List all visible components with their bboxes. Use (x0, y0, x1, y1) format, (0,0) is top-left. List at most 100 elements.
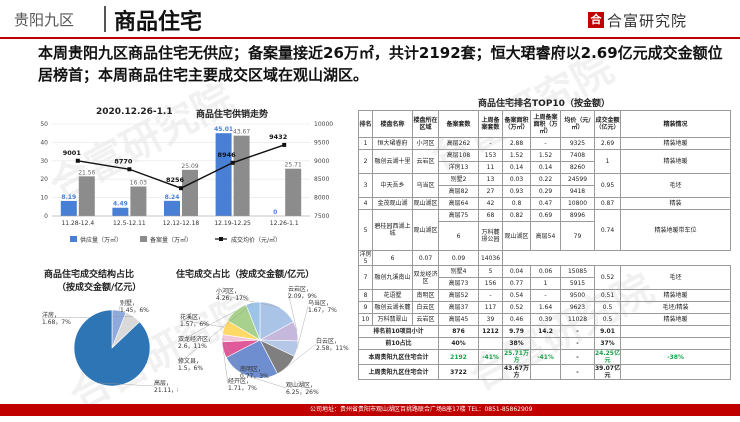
table-cell: 79 (561, 222, 595, 251)
pie-value-label: 4.26，17% (216, 295, 249, 302)
table-cell: 0.29 (531, 186, 561, 198)
table-cell: 毛坯 (621, 174, 731, 198)
table-cell: 0.14 (531, 162, 561, 174)
table-cell: 14.2 (531, 326, 561, 338)
y-tick-label: 50 (40, 121, 48, 128)
table-cell: 万科麓璟公园 (479, 222, 503, 251)
table-header-cell: 楼盘所在区域 (413, 111, 439, 138)
pie-label: 观山湖区， (286, 381, 316, 389)
table-cell (479, 338, 503, 350)
table-cell (621, 326, 731, 338)
table-cell: - (561, 326, 595, 338)
summary-label-cell: 排名前10项目小计 (359, 326, 439, 338)
supply-value-label: 0 (273, 209, 277, 216)
x-tick-label: 11.28-12.4 (61, 220, 94, 227)
table-cell: 高层64 (439, 198, 479, 210)
table-cell: 9623 (561, 302, 595, 314)
pie-value-label: 1.5，6% (178, 365, 203, 372)
table-cell: 7 (359, 266, 373, 290)
table-cell: 云岩区 (413, 150, 439, 174)
table-cell: 0.52 (595, 266, 621, 290)
record-value-label: 43.67 (233, 129, 250, 136)
table-cell: 43.67万方 (503, 365, 531, 380)
pie-value-label: 1.71，7% (228, 385, 257, 392)
pie-value-label: 2.6，11% (178, 343, 207, 350)
summary-label-cell: 上周贵阳九区住宅合计 (359, 365, 439, 380)
table-cell: 37% (595, 338, 621, 350)
table-cell: 云岩区 (413, 314, 439, 326)
y-tick-label: 20 (40, 176, 48, 183)
y2-tick-label: 9000 (314, 158, 329, 165)
supply-bar (112, 208, 128, 216)
table-header-cell: 楼盘名称 (373, 111, 413, 138)
pie-value-label: 6.25，26% (286, 389, 319, 396)
table-cell: 40% (439, 338, 479, 350)
table-title: 商品住宅排名TOP10（按金额） (358, 98, 730, 110)
table-row: 1 恒大珺睿府 小河区 高层262-2.88-9325 2.69 精装地暖 (359, 138, 731, 150)
table-cell: 0.54 (503, 290, 531, 302)
table-cell: - (561, 350, 595, 365)
table-cell: 融创云湖长麓 (373, 302, 413, 314)
table-cell: 0.5 (595, 302, 621, 314)
table-cell: - (531, 290, 561, 302)
table-cell: 0.22 (531, 174, 561, 186)
pie-label: 花溪区， (180, 313, 204, 321)
table-cell: 153 (479, 150, 503, 162)
table-cell: 精装地暖带车位 (621, 210, 731, 251)
table-cell: 0.69 (531, 210, 561, 222)
ranking-table: 排名 楼盘名称 楼盘所在区域 备案套数 上周备案套数 备案面积（万㎡） 上周备案面积（万㎡）… (358, 110, 731, 380)
table-cell (621, 338, 731, 350)
table-row: 2 融创云湖十里 云岩区 高层108 153 1.52 1.52 7408 1 精装地暖 (359, 150, 731, 162)
table-cell: 0.03 (503, 174, 531, 186)
pie-label: 修文县， (178, 357, 202, 365)
table-cell (621, 365, 731, 380)
table-cell: 0.52 (503, 302, 531, 314)
table-cell: 0.06 (531, 266, 561, 278)
table-cell: 6 (373, 251, 413, 266)
table-cell: 洋房5 (359, 251, 373, 266)
record-bar (234, 136, 250, 216)
table-cell: 42 (479, 198, 503, 210)
y2-tick-label: 8000 (314, 195, 329, 202)
week-total-row: 本周贵阳九区住宅合计 2192 -41% 25.71万方 -41% -24.25亿元 -38… (359, 350, 731, 365)
price-value-label: 9001 (63, 149, 82, 157)
y2-tick-label: 9500 (314, 139, 329, 146)
table-cell: 高层73 (439, 278, 479, 290)
table-cell: 2.88 (503, 138, 531, 150)
table-cell: 金茂观山湖 (373, 198, 413, 210)
logo-name: 合富研究院 (607, 10, 687, 31)
subtotal-row: 排名前10项目小计 876 1212 9.79 14.2-9.01 (359, 326, 731, 338)
table-cell: 0.74 (595, 210, 621, 251)
table-cell: 精装地暖 (621, 290, 731, 302)
pie-label: 洋房， (42, 311, 60, 319)
pie-label: 乌当区， (308, 299, 332, 307)
table-cell: 0.77 (503, 278, 531, 290)
pie-label: 高层， (154, 379, 172, 387)
table-cell: 25.71万方 (503, 350, 531, 365)
supply-bar (216, 133, 232, 216)
price-value-label: 9432 (269, 133, 287, 141)
table-cell: 156 (479, 278, 503, 290)
table-header-cell: 排名 (359, 111, 373, 138)
table-cell: 高层75 (439, 210, 479, 222)
table-cell: 观山湖区 (503, 222, 531, 251)
record-bar (130, 187, 146, 216)
table-cell: - (561, 365, 595, 380)
table-cell: 乌当区 (413, 174, 439, 198)
table-cell: 融创九溪南山 (373, 266, 413, 290)
table-row: 洋房5 6 0.07 0.09 14036 (359, 251, 731, 266)
table-cell: 117 (479, 302, 503, 314)
pie-label: 别墅， (120, 299, 138, 307)
pie-value-label: 2.09，9% (288, 293, 317, 300)
table-cell: 5 (479, 266, 503, 278)
table-cell: 2192 (439, 350, 479, 365)
supply-bar (61, 201, 77, 216)
legend-label: 备案量（万㎡） (150, 236, 192, 244)
table-cell: - (531, 138, 561, 150)
legend-swatch-price-marker (219, 237, 223, 241)
table-cell: 24599 (561, 174, 595, 186)
y-tick-label: 30 (40, 158, 48, 165)
table-cell: 毛坯 (621, 266, 731, 290)
table-cell: 南明区 (413, 290, 439, 302)
table-cell: 6 (439, 222, 479, 251)
